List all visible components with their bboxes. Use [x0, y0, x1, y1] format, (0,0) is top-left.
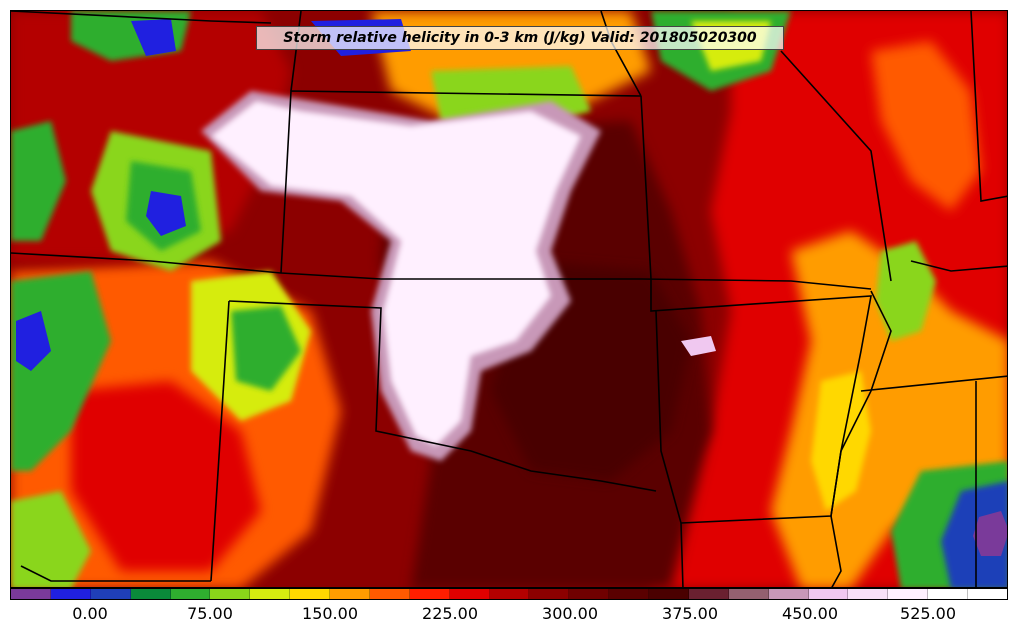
helicity-map: Storm relative helicity in 0-3 km (J/kg)…	[10, 10, 1008, 588]
colorbar-tick-label: 300.00	[542, 604, 598, 623]
colorbar-segment	[290, 589, 330, 599]
colorbar-segment	[848, 589, 889, 599]
field-west-red	[71, 381, 261, 571]
colorbar-segment	[928, 589, 968, 599]
colorbar-segment	[649, 589, 689, 599]
colorbar-segment	[569, 589, 610, 599]
helicity-field-map	[11, 11, 1007, 587]
colorbar-tick-label: 150.00	[302, 604, 358, 623]
field-southwest-green	[11, 491, 91, 587]
colorbar-segment	[170, 589, 211, 599]
colorbar-segment	[409, 589, 450, 599]
colorbar	[10, 588, 1008, 600]
colorbar-segment	[808, 589, 849, 599]
field-west-blue	[16, 311, 51, 371]
colorbar-tick-label: 0.00	[72, 604, 108, 623]
field-plume-small	[681, 336, 716, 356]
field-east-purple	[973, 511, 1007, 556]
field-east-green	[876, 241, 936, 341]
colorbar-segment	[11, 589, 51, 599]
colorbar-segment	[888, 589, 929, 599]
field-nw-blue	[146, 191, 186, 236]
colorbar-segment	[609, 589, 649, 599]
field-east-yellow	[811, 371, 871, 511]
colorbar-segment	[489, 589, 530, 599]
field-nw-west-green	[11, 121, 66, 241]
field-northeast-orange	[871, 41, 981, 211]
colorbar-segment	[968, 589, 1007, 599]
colorbar-segment	[369, 589, 410, 599]
field-plume-white	[211, 101, 581, 446]
field-n-blue	[131, 19, 176, 56]
colorbar-segment	[130, 589, 171, 599]
colorbar-segment	[529, 589, 570, 599]
map-title: Storm relative helicity in 0-3 km (J/kg)…	[256, 26, 784, 50]
colorbar-tick-label: 75.00	[187, 604, 233, 623]
colorbar-segment	[768, 589, 809, 599]
colorbar-segment	[688, 589, 729, 599]
colorbar-segment	[90, 589, 131, 599]
colorbar-segment	[728, 589, 769, 599]
colorbar-segment	[50, 589, 91, 599]
colorbar-tick-label: 225.00	[422, 604, 478, 623]
colorbar-tick-label: 375.00	[662, 604, 718, 623]
colorbar-tick-label: 450.00	[782, 604, 838, 623]
colorbar-segment	[449, 589, 490, 599]
colorbar-tick-labels: 0.00 75.00 150.00 225.00 300.00 375.00 450.00 5…	[10, 600, 1008, 630]
field-west-green2	[231, 306, 301, 391]
colorbar-segment	[330, 589, 370, 599]
state-borders	[11, 11, 1007, 587]
colorbar-segment	[250, 589, 291, 599]
field-nw-red	[11, 11, 291, 261]
colorbar-segment	[210, 589, 251, 599]
colorbar-tick-label: 525.00	[900, 604, 956, 623]
